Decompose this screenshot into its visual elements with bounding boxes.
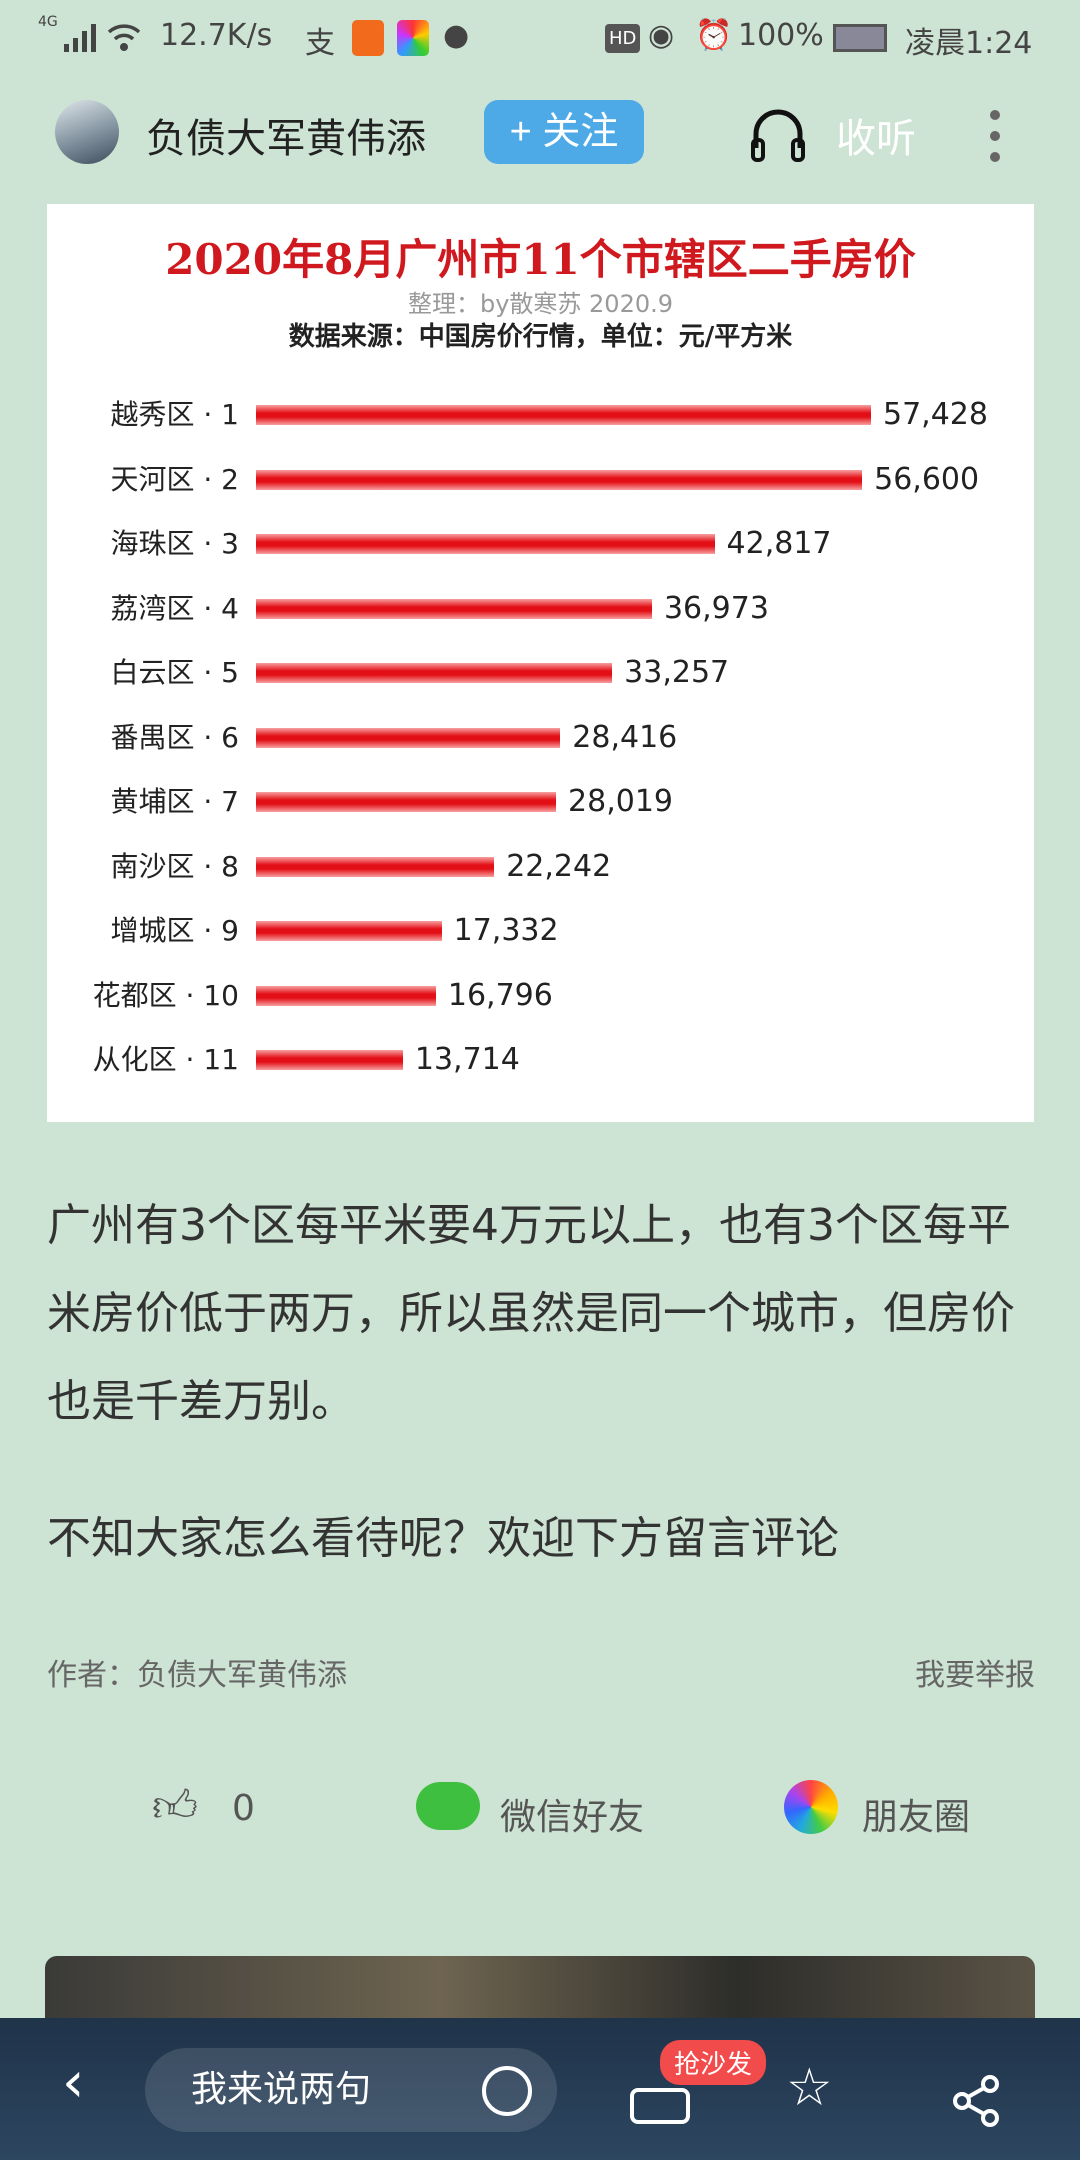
report-link[interactable]: 我要举报 (915, 1658, 1035, 1693)
value-label: 13,714 (414, 1042, 520, 1077)
avatar[interactable] (55, 100, 119, 164)
category-label: 黄埔区 · 7 (110, 785, 239, 818)
category-label: 天河区 · 2 (110, 462, 239, 496)
chart-subtitle: 整理：by散寒苏 2020.9 (407, 290, 674, 318)
bar (256, 469, 863, 490)
author-line: 作者：负债大军黄伟添 (47, 1658, 347, 1693)
share-wechat-button[interactable]: 微信好友 (500, 1797, 645, 1838)
value-label: 28,019 (568, 784, 674, 819)
signal-icon (64, 24, 98, 52)
category-label: 增城区 · 9 (110, 914, 239, 947)
article-header: 负债大军黄伟添 + 关注 收听 (0, 90, 1080, 176)
follow-button[interactable]: + 关注 (484, 100, 644, 164)
value-label: 28,416 (572, 719, 678, 755)
chart-row: 白云区 · 5 33,257 (47, 653, 1034, 693)
value-label: 57,428 (883, 397, 988, 432)
bar (256, 598, 652, 619)
category-label: 从化区 · 11 (92, 1043, 239, 1076)
app-icon (397, 20, 429, 56)
bottom-bar: ‹ 我来说两句 抢沙发 ☆ (0, 2018, 1080, 2160)
wechat-icon[interactable] (416, 1782, 480, 1830)
uc-browser-icon (352, 20, 384, 56)
share-actions: 👍︎ 0 微信好友 朋友圈 (0, 1770, 1080, 1850)
chart-row: 海珠区 · 3 42,817 (47, 524, 1034, 564)
chart-row: 花都区 · 10 16,796 (47, 976, 1034, 1016)
chart-row: 番禺区 · 6 28,416 (47, 718, 1034, 758)
battery-icon (833, 24, 887, 52)
value-label: 42,817 (726, 526, 832, 561)
listen-button[interactable]: 收听 (836, 116, 916, 162)
headphones-icon[interactable] (748, 104, 808, 164)
article-paragraph: 广州有3个区每平米要4万元以上，也有3个区每平米房价低于两万，所以虽然是同一个城… (47, 1200, 1015, 1427)
bar (256, 985, 436, 1006)
star-icon[interactable]: ☆ (786, 2058, 833, 2118)
category-label: 越秀区 · 1 (110, 398, 239, 431)
eye-icon: ◉ (648, 18, 675, 53)
sofa-badge: 抢沙发 (660, 2040, 767, 2085)
value-label: 36,973 (663, 590, 769, 626)
share-moments-button[interactable]: 朋友圈 (862, 1797, 971, 1838)
alipay-icon: 支 (305, 26, 335, 61)
clock: 凌晨1:24 (905, 26, 1033, 61)
article-paragraph: 不知大家怎么看待呢？欢迎下方留言评论 (47, 1513, 839, 1564)
chart-row: 增城区 · 9 17,332 (47, 911, 1034, 951)
category-label: 番禺区 · 6 (110, 720, 239, 754)
author-name[interactable]: 负债大军黄伟添 (146, 116, 426, 162)
value-label: 56,600 (874, 461, 980, 497)
battery-percent: 100% (738, 18, 824, 53)
value-label: 33,257 (624, 655, 730, 690)
bar (256, 921, 442, 941)
chart-row: 荔湾区 · 4 36,973 (47, 589, 1034, 629)
back-icon[interactable]: ‹ (62, 2050, 85, 2115)
hd-icon: HD (605, 24, 641, 53)
bar (256, 1050, 403, 1070)
category-label: 荔湾区 · 4 (110, 591, 239, 625)
comment-input[interactable]: 我来说两句 (145, 2048, 557, 2132)
qq-icon: ● (443, 18, 470, 53)
bar (256, 663, 613, 683)
more-options-icon[interactable] (985, 106, 1005, 166)
alarm-icon: ⏰ (695, 18, 733, 53)
thumbs-up-icon[interactable]: 👍︎ (152, 1781, 198, 1832)
chart-row: 从化区 · 11 13,714 (47, 1040, 1034, 1080)
category-label: 花都区 · 10 (92, 978, 239, 1012)
chart-row: 越秀区 · 1 57,428 (47, 395, 1034, 435)
network-type: 4G (38, 14, 58, 30)
value-label: 22,242 (506, 848, 612, 884)
chart-image: 2020年8月广州市11个市辖区二手房价 整理：by散寒苏 2020.9 数据来… (47, 204, 1034, 1122)
sofa-icon[interactable] (630, 2088, 690, 2124)
bar (256, 792, 557, 812)
value-label: 16,796 (447, 977, 553, 1013)
category-label: 南沙区 · 8 (110, 849, 239, 883)
value-label: 17,332 (453, 913, 559, 948)
wifi-icon (107, 24, 141, 51)
bar (256, 405, 871, 425)
chart-title: 2020年8月广州市11个市辖区二手房价 (165, 235, 916, 284)
bar (256, 534, 715, 554)
like-count[interactable]: 0 (232, 1788, 255, 1829)
emoji-icon[interactable] (482, 2066, 532, 2116)
chart-row: 天河区 · 2 56,600 (47, 460, 1034, 500)
category-label: 海珠区 · 3 (110, 527, 239, 560)
bar (256, 856, 495, 877)
status-bar: 4G 12.7K/s 支 ● HD ◉ ⏰ 100% 凌晨1:24 (0, 0, 1080, 72)
moments-icon[interactable] (784, 1780, 838, 1834)
bar (256, 727, 561, 748)
share-icon[interactable] (950, 2074, 1004, 2128)
chart-row: 南沙区 · 8 22,242 (47, 847, 1034, 887)
chart-row: 黄埔区 · 7 28,019 (47, 782, 1034, 822)
network-speed: 12.7K/s (160, 18, 273, 53)
category-label: 白云区 · 5 (110, 656, 239, 689)
chart-source: 数据来源：中国房价行情，单位：元/平方米 (288, 322, 793, 352)
